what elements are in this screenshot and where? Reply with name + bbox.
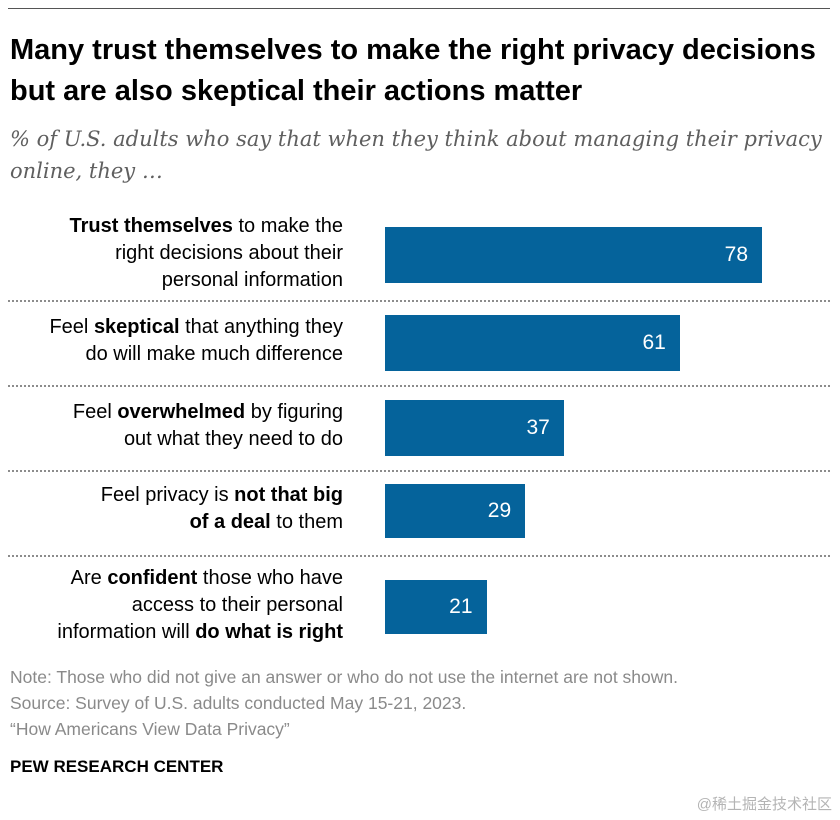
notes-block: Note: Those who did not give an answer o… — [10, 664, 678, 742]
category-label: Feel privacy is not that big of a deal to… — [101, 482, 343, 536]
row-separator — [8, 300, 830, 302]
bar: 37 — [385, 400, 564, 456]
category-label-line: right decisions about their — [70, 240, 343, 267]
bar-value-label: 29 — [487, 499, 512, 522]
report-title: “How Americans View Data Privacy” — [10, 719, 290, 739]
category-label-emphasis: Trust themselves — [69, 214, 233, 237]
category-label-line: Feel privacy is not that big — [101, 482, 343, 509]
category-label-line: Feel overwhelmed by figuring — [73, 399, 343, 426]
category-label-text: do will make much difference — [85, 343, 343, 365]
category-label-line: of a deal to them — [101, 509, 343, 536]
category-label-text: Are — [70, 566, 108, 589]
category-label-line: Trust themselves to make the — [70, 213, 343, 240]
category-label-text: by figuring — [245, 401, 343, 423]
bar-value-label: 21 — [449, 595, 473, 618]
category-label-text: personal information — [161, 268, 343, 291]
category-label-line: access to their personal — [57, 592, 343, 619]
row-separator — [8, 555, 830, 557]
category-label-text: Feel — [49, 316, 94, 338]
bar-value-label: 37 — [526, 416, 550, 439]
category-label-emphasis: do what is right — [195, 620, 343, 643]
watermark: @稀土掘金技术社区 — [696, 796, 832, 813]
category-label-line: Are confident those who have — [57, 565, 343, 592]
category-label-line: Feel skeptical that anything they — [49, 314, 343, 341]
category-label: Feel skeptical that anything they do will… — [49, 314, 343, 368]
category-label-line: information will do what is right — [57, 619, 343, 646]
chart-subtitle: % of U.S. adults who say that when they … — [10, 127, 822, 183]
source-text: Source: Survey of U.S. adults conducted … — [10, 693, 467, 713]
category-label-emphasis: confident — [107, 566, 198, 589]
category-label-text: Feel — [72, 401, 118, 423]
category-label-emphasis: skeptical — [93, 316, 180, 338]
note-text: Note: Those who did not give an answer o… — [10, 667, 679, 687]
brand-name: PEW RESEARCH CENTER — [10, 757, 224, 776]
category-label: Trust themselves to make the right decisi… — [70, 213, 343, 294]
bar: 78 — [385, 227, 762, 283]
bar-value-label: 78 — [724, 243, 748, 266]
category-label-text: to them — [270, 511, 343, 533]
category-label: Feel overwhelmed by figuring out what the… — [73, 399, 343, 453]
bar: 29 — [385, 484, 526, 538]
category-label-text: to make the — [232, 214, 343, 237]
category-label-text: those who have — [197, 566, 343, 589]
bar: 21 — [385, 580, 487, 634]
bar-chart: Trust themselves to make the right decisi… — [0, 210, 840, 650]
category-label-text: that anything they — [179, 316, 343, 338]
top-rule — [8, 8, 830, 9]
category-label-text: Feel privacy is — [100, 484, 235, 506]
bar: 61 — [385, 315, 680, 371]
row-separator — [8, 385, 830, 387]
category-label: Are confident those who have access to th… — [57, 565, 343, 646]
category-label-emphasis: overwhelmed — [117, 401, 246, 423]
category-label-emphasis: not that big — [234, 484, 343, 506]
category-label-text: information will — [57, 620, 196, 643]
category-label-line: do will make much difference — [49, 341, 343, 368]
category-label-line: personal information — [70, 267, 343, 294]
category-label-text: out what they need to do — [123, 428, 343, 450]
category-label-text: right decisions about their — [115, 241, 343, 264]
bar-value-label: 61 — [642, 331, 666, 354]
chart-title: Many trust themselves to make the right … — [10, 34, 816, 107]
category-label-line: out what they need to do — [73, 426, 343, 453]
category-label-emphasis: of a deal — [189, 511, 271, 533]
category-label-text: access to their personal — [131, 593, 343, 616]
row-separator — [8, 470, 830, 472]
